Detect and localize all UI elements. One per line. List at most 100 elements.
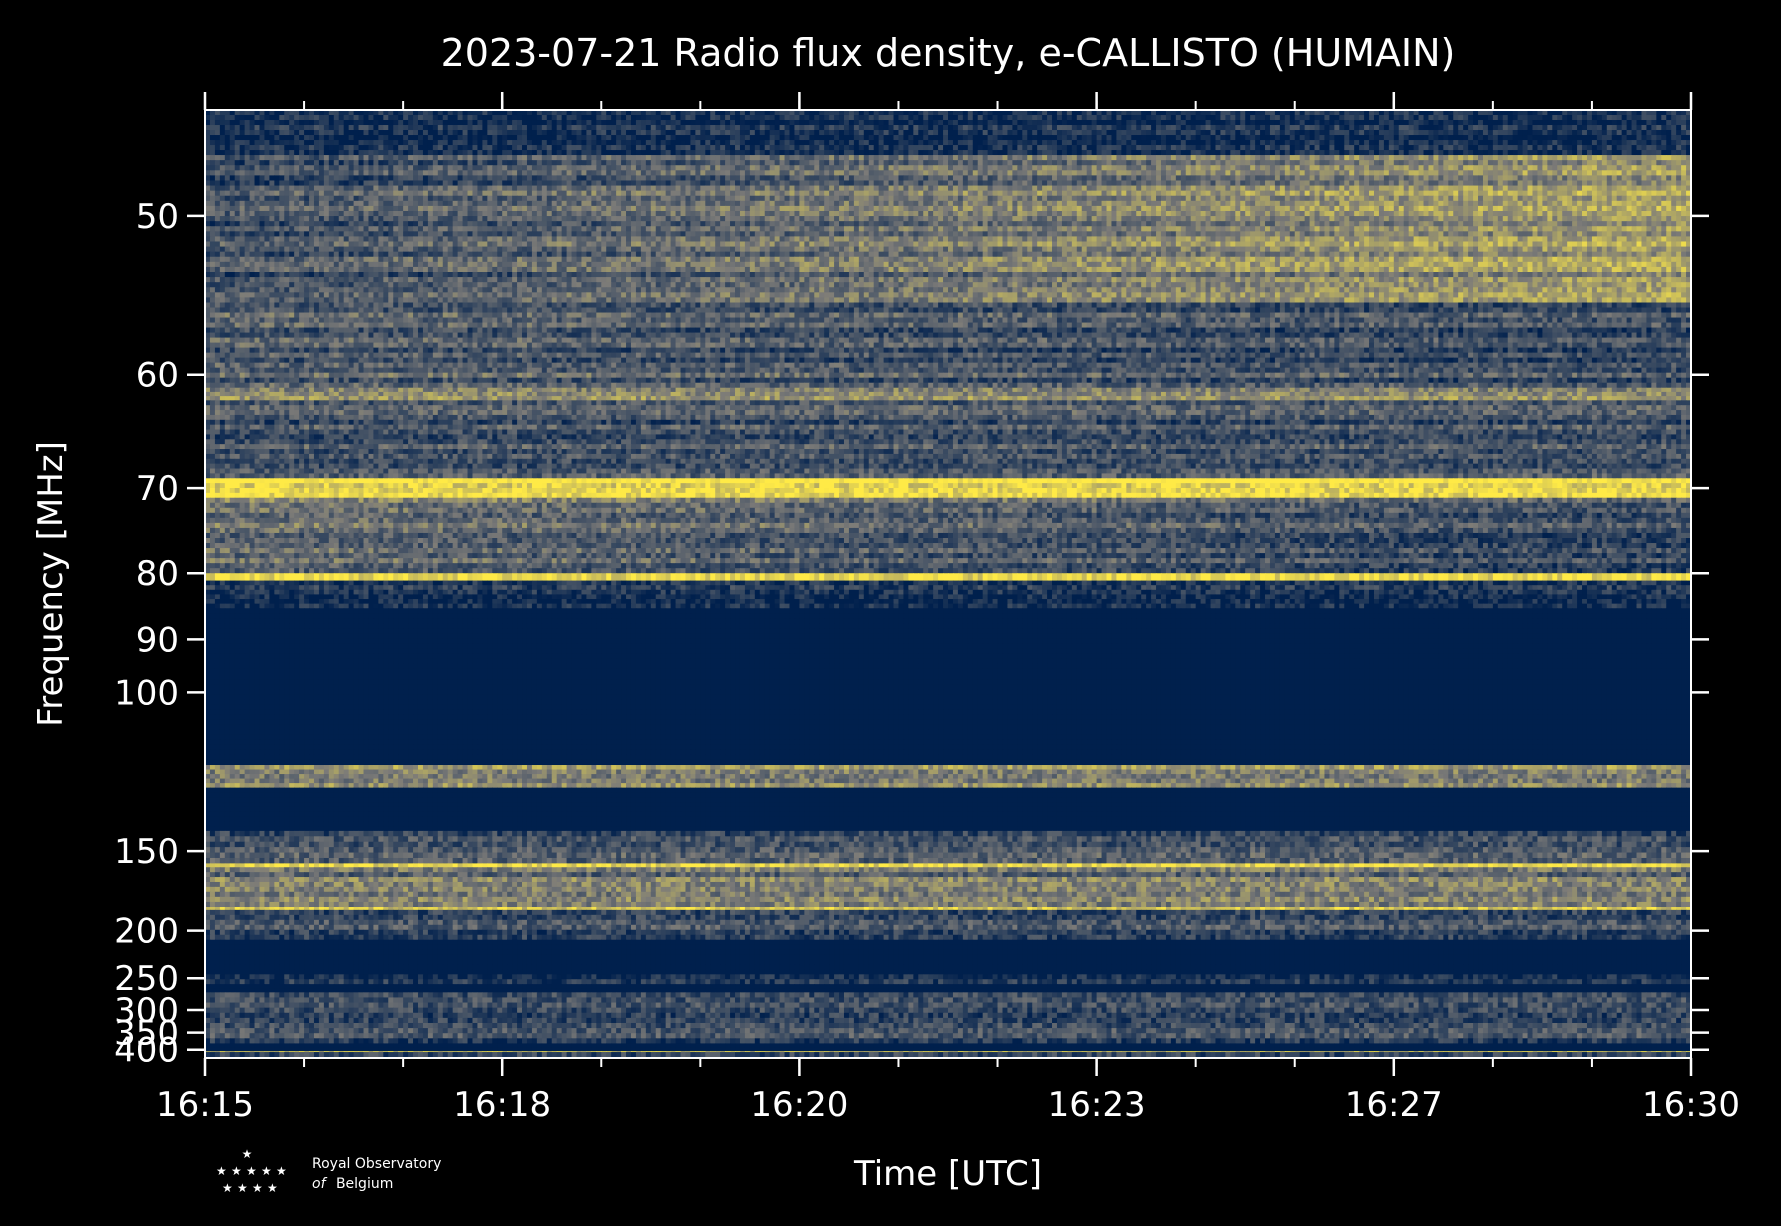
heatmap-cell [1250,160,1256,166]
heatmap-cell [958,145,964,151]
heatmap-cell [215,165,221,171]
heatmap-cell [1354,140,1360,146]
heatmap-cell [1681,120,1687,126]
heatmap-cell [913,160,919,166]
heatmap-cell [388,150,394,156]
heatmap-cell [1201,140,1207,146]
heatmap-cell [482,125,488,131]
heatmap-cell [552,155,558,161]
heatmap-cell [1324,155,1330,161]
heatmap-cell [676,165,682,171]
heatmap-cell [1637,140,1643,146]
heatmap-cell [562,115,568,121]
heatmap-cell [418,160,424,166]
heatmap-cell [1176,145,1182,151]
heatmap-cell [1310,130,1316,136]
heatmap-cell [517,160,523,166]
heatmap-cell [383,140,389,146]
heatmap-cell [656,160,662,166]
heatmap-cell [1334,140,1340,146]
heatmap-cell [651,120,657,126]
heatmap-cell [1191,135,1197,141]
heatmap-cell [1141,125,1147,131]
heatmap-cell [785,125,791,131]
heatmap-cell [646,165,652,171]
heatmap-cell [1047,135,1053,141]
heatmap-cell [1463,145,1469,151]
heatmap-cell [958,135,964,141]
heatmap-cell [1681,130,1687,136]
heatmap-cell [1052,115,1058,121]
heatmap-cell [1131,165,1137,171]
heatmap-cell [1458,135,1464,141]
heatmap-cell [393,145,399,151]
heatmap-cell [453,155,459,161]
heatmap-cell [1537,160,1543,166]
heatmap-cell [948,115,954,121]
heatmap-cell [616,120,622,126]
heatmap-cell [824,130,830,136]
heatmap-cell [1438,125,1444,131]
heatmap-cell [1042,160,1048,166]
heatmap-cell [1468,160,1474,166]
heatmap-cell [1656,120,1662,126]
heatmap-cell [661,140,667,146]
heatmap-cell [928,135,934,141]
heatmap-cell [344,150,350,156]
heatmap-cell [1255,125,1261,131]
heatmap-cell [1201,125,1207,131]
heatmap-cell [1414,120,1420,126]
heatmap-cell [289,120,295,126]
heatmap-cell [453,160,459,166]
heatmap-cell [1617,155,1623,161]
heatmap-cell [765,135,771,141]
heatmap-cell [1627,130,1633,136]
heatmap-cell [1240,145,1246,151]
heatmap-cell [1622,135,1628,141]
heatmap-cell [671,165,677,171]
heatmap-cell [913,130,919,136]
heatmap-cell [1275,145,1281,151]
heatmap-cell [794,165,800,171]
heatmap-cell [1349,145,1355,151]
heatmap-cell [314,130,320,136]
heatmap-cell [834,150,840,156]
heatmap-cell [373,125,379,131]
heatmap-cell [502,115,508,121]
heatmap-cell [735,140,741,146]
heatmap-cell [1493,130,1499,136]
heatmap-cell [656,155,662,161]
heatmap-cell [606,155,612,161]
heatmap-cell [1265,150,1271,156]
heatmap-cell [1523,155,1529,161]
heatmap-cell [1255,165,1261,171]
heatmap-cell [448,165,454,171]
heatmap-cell [1473,150,1479,156]
heatmap-cell [259,145,265,151]
heatmap-cell [1622,130,1628,136]
heatmap-cell [1414,150,1420,156]
heatmap-cell [705,165,711,171]
heatmap-cell [1260,115,1266,121]
heatmap-cell [259,140,265,146]
heatmap-cell [953,145,959,151]
heatmap-cell [428,140,434,146]
heatmap-cell [760,120,766,126]
heatmap-cell [1121,130,1127,136]
heatmap-cell [250,130,256,136]
heatmap-cell [908,150,914,156]
heatmap-cell [1369,140,1375,146]
heatmap-cell [517,120,523,126]
heatmap-cell [705,125,711,131]
heatmap-cell [903,120,909,126]
heatmap-cell [1116,155,1122,161]
heatmap-cell [948,145,954,151]
heatmap-cell [210,145,216,151]
heatmap-cell [1171,155,1177,161]
heatmap-cell [621,130,627,136]
heatmap-cell [676,155,682,161]
heatmap-cell [1186,145,1192,151]
heatmap-cell [1419,150,1425,156]
heatmap-cell [1097,140,1103,146]
heatmap-cell [819,155,825,161]
